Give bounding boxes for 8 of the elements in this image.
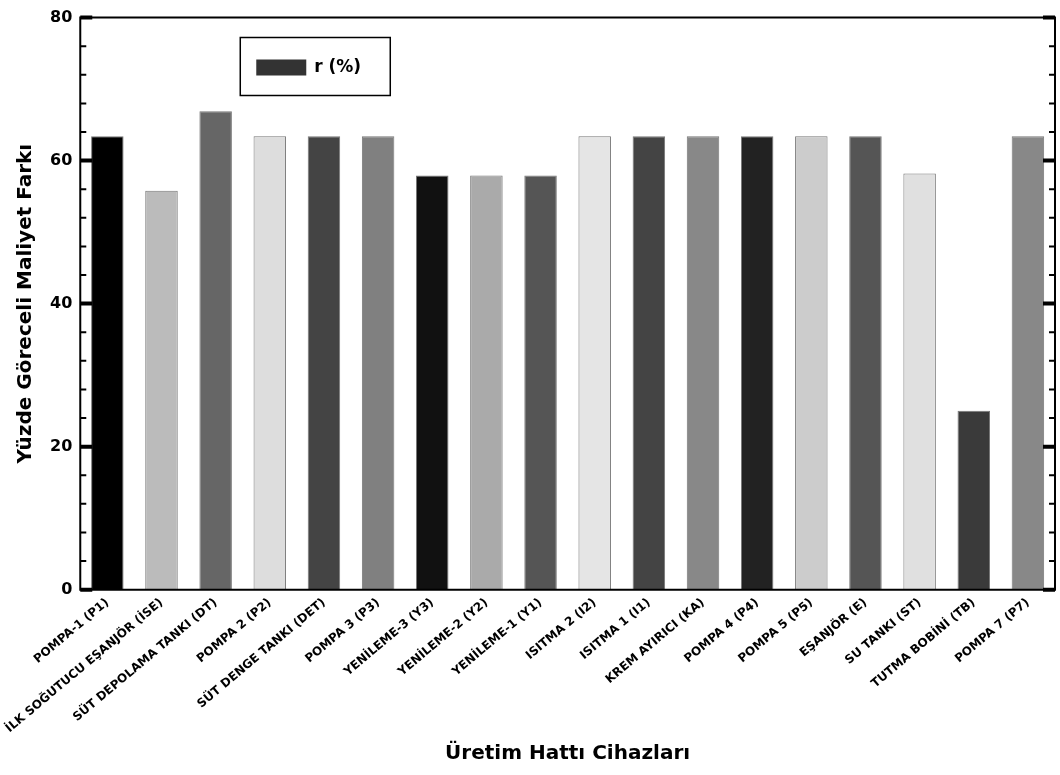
legend-label: r (%) [314,56,362,77]
x-axis-title: Üretim Hattı Cihazları [445,740,691,765]
y-axis-title: Yüzde Göreceli Maliyet Farkı [12,143,37,465]
y-tick-label: 40 [50,292,73,312]
y-tick-label: 0 [61,578,73,598]
y-tick-label: 20 [50,435,73,455]
y-tick-label: 80 [50,6,73,26]
y-tick-label: 60 [50,149,73,169]
